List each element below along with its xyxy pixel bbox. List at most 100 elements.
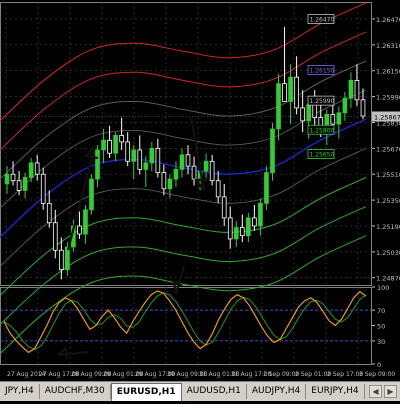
time-axis-label: 2 Sep 17:00 [327,371,363,378]
candle-body [306,104,312,122]
time-axis-label: 30 Aug 09:00 [167,371,208,378]
candle [221,183,227,226]
candle-body [191,165,197,180]
candle-body [137,149,143,170]
band-price-tag-text: 1.25800 [310,127,335,134]
candle-body [143,162,149,170]
candle-body [288,76,293,102]
candle-body [65,246,70,271]
candle [276,73,281,141]
candle [16,170,22,196]
price-tick-label: 1.26310 [376,42,400,50]
candle-body [221,196,227,219]
band-price-tag-box [307,95,335,106]
candle [239,214,245,243]
time-axis-label: 29 Aug 17:00 [135,371,176,378]
candle [65,242,70,277]
oscillator-tick-label: 50 [377,323,385,331]
candle-body [113,135,118,154]
candle-body [336,112,342,125]
oscillator-tick-label: 100 [377,284,389,292]
candle [149,141,155,171]
time-axis-label: 31 Aug 01:00 [199,371,240,378]
candle-body [22,177,28,191]
symbol-tab-bar: JPY,H4 AUDCHF,M30 EURUSD,H1 AUDUSD,H1 AU… [0,381,400,401]
candle-body [342,97,348,114]
tab-eurjpy-h4[interactable]: EURJPY,H4 [306,384,365,399]
candle-body [89,178,94,211]
band-price-tag-box [307,14,335,24]
candle [52,209,58,259]
price-tick-label: 1.26150 [376,68,400,76]
oscillator-pane-frame [0,287,372,365]
current-price-label: 1.25867 [374,113,400,121]
candle-body [239,227,245,237]
candle [101,128,106,163]
annotation-arrow [172,265,186,295]
candle [252,204,257,231]
candle [89,174,94,215]
candle-body [161,172,167,190]
scroll-right-icon[interactable]: ▶ [384,385,397,398]
scroll-left-icon[interactable]: ◀ [369,385,382,398]
band-price-tag-text: 1.26150 [310,67,335,74]
candle-body [40,173,46,204]
arrow-head [57,345,69,361]
time-axis-label: 3 Sep 09:00 [359,371,395,378]
oscillator-tick-label: 70 [377,307,385,315]
arrow-head [172,280,183,295]
time-axis-label: 29 Aug 01:00 [103,371,144,378]
band-price-tag: 1.25990 [307,95,335,106]
candle [155,138,161,178]
candle-body [16,180,22,191]
candle-body [34,162,40,175]
band-line-upper-3 [0,31,367,151]
candle [354,64,360,107]
arrow-head [193,177,209,192]
candle-body [282,83,287,102]
candle [95,145,100,188]
band-line-upper-2 [0,60,367,180]
candle [46,190,52,228]
arrow-shaft [66,145,97,251]
candle [22,172,28,199]
time-axis-label: 28 Aug 09:00 [71,371,112,378]
candle [10,161,16,186]
price-tick-label: 1.25190 [376,223,400,231]
band-price-tag-box [307,124,335,135]
candle [342,91,348,121]
candle [58,237,64,280]
candle [173,161,179,188]
candle-body [4,173,10,185]
candle-body [270,128,275,174]
tab-audjpy-h4[interactable]: AUDJPY,H4 [247,384,307,399]
candle [282,27,287,102]
tab-audusd-h1[interactable]: AUDUSD,H1 [182,384,247,399]
band-price-tag: 1.25800 [307,124,335,135]
candle [215,170,221,204]
tab-audchf-m30[interactable]: AUDCHF,M30 [40,384,111,399]
candle-body [173,168,179,180]
candle-body [360,99,366,117]
candle-body [294,76,299,109]
candle-body [125,141,131,162]
candle [4,166,10,194]
band-price-tag-box [307,149,335,159]
candle [143,156,149,188]
candle [246,213,251,243]
candle [191,156,197,186]
tab-jpy-h4[interactable]: JPY,H4 [0,384,40,399]
candle [167,174,173,199]
candle-body [203,160,209,172]
tab-eurusd-h1[interactable]: EURUSD,H1 [110,382,182,401]
band-line-inner-lower [0,147,367,267]
candle-body [10,173,16,182]
band-line-lower-3 [0,206,367,325]
price-axis: 1.26470 1.26310 1.26150 1.25990 1.25830 1.256… [0,14,400,283]
candle [360,88,366,120]
price-tick-label: 1.24870 [376,275,400,283]
candle-body [227,217,233,240]
candle [264,166,269,210]
